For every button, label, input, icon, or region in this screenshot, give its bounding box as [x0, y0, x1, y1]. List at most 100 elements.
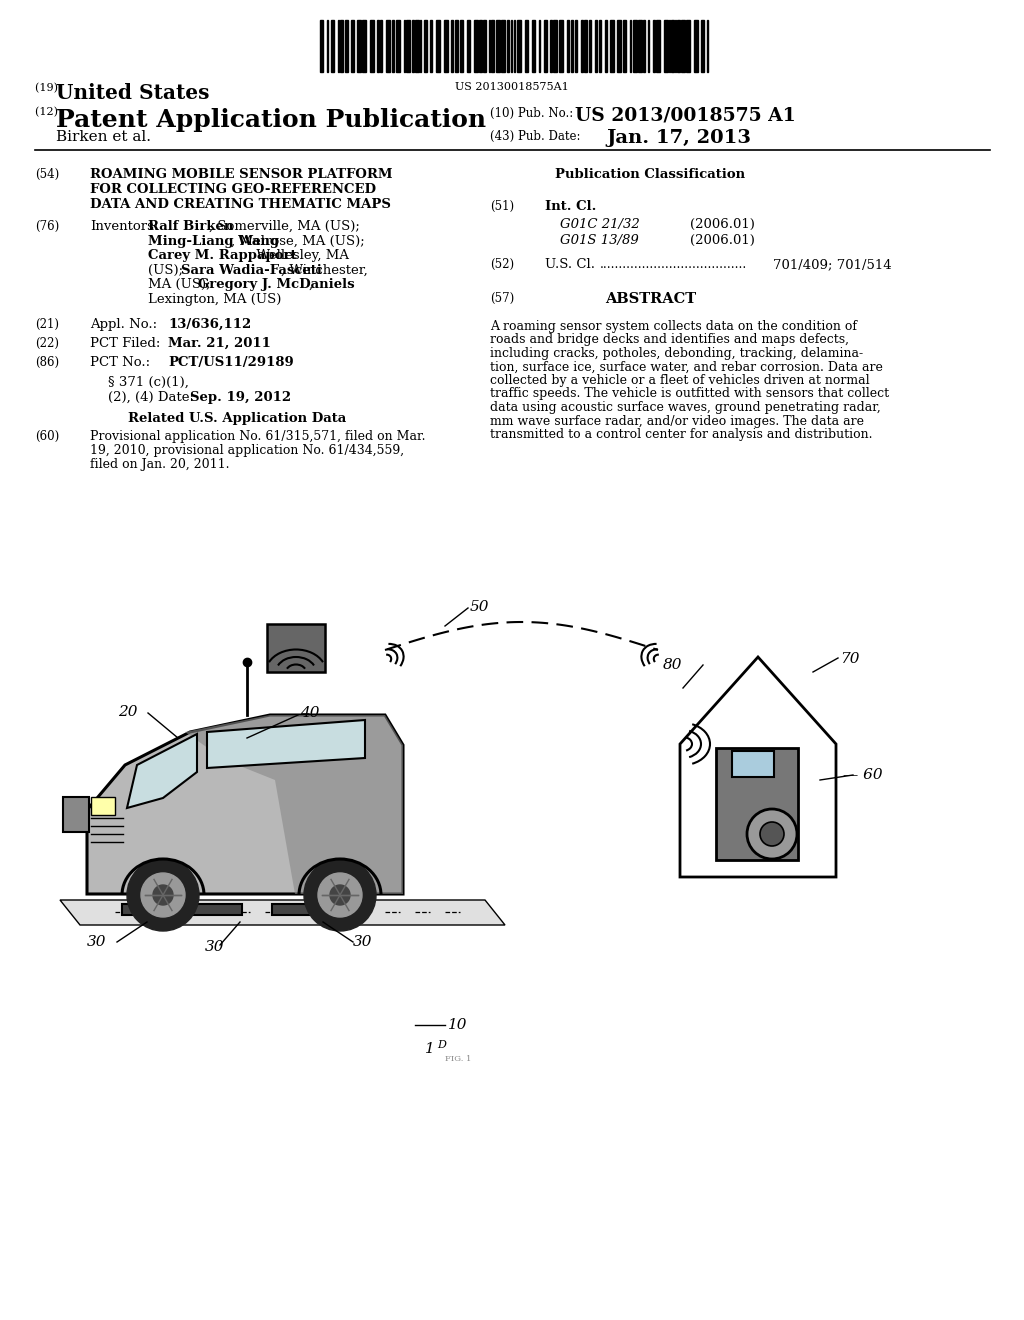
Text: 701/409; 701/514: 701/409; 701/514 — [773, 257, 892, 271]
Bar — [716, 748, 798, 861]
Circle shape — [318, 873, 362, 917]
Text: U.S. Cl.: U.S. Cl. — [545, 257, 595, 271]
Text: ......................................: ...................................... — [600, 257, 748, 271]
Bar — [671, 20, 674, 73]
Text: 30: 30 — [205, 940, 224, 954]
Bar — [122, 904, 172, 915]
Bar — [319, 20, 323, 73]
Text: ,: , — [309, 279, 313, 290]
Bar — [460, 20, 463, 73]
Text: US 20130018575A1: US 20130018575A1 — [455, 82, 569, 92]
Bar — [559, 20, 563, 73]
Bar — [496, 20, 500, 73]
Text: Mar. 21, 2011: Mar. 21, 2011 — [168, 337, 271, 350]
Circle shape — [330, 884, 350, 906]
Bar — [396, 20, 400, 73]
Bar — [575, 20, 577, 73]
Text: PCT Filed:: PCT Filed: — [90, 337, 161, 350]
Text: 80: 80 — [663, 657, 683, 672]
Text: Patent Application Publication: Patent Application Publication — [56, 108, 486, 132]
Bar — [501, 20, 505, 73]
Text: including cracks, potholes, debonding, tracking, delamina-: including cracks, potholes, debonding, t… — [490, 347, 863, 360]
Bar — [63, 797, 89, 832]
Bar — [617, 20, 621, 73]
Polygon shape — [207, 719, 365, 768]
Bar — [553, 20, 557, 73]
Bar — [340, 20, 343, 73]
Text: Ming-Liang Wang: Ming-Liang Wang — [148, 235, 279, 248]
Text: Jan. 17, 2013: Jan. 17, 2013 — [606, 129, 751, 147]
Text: roads and bridge decks and identifies and maps defects,: roads and bridge decks and identifies an… — [490, 334, 849, 346]
Text: Publication Classification: Publication Classification — [555, 168, 745, 181]
Bar — [567, 20, 569, 73]
Bar — [653, 20, 655, 73]
Bar — [351, 20, 354, 73]
Text: 30: 30 — [87, 935, 106, 949]
Bar — [424, 20, 427, 73]
Bar — [599, 20, 601, 73]
Text: (22): (22) — [35, 337, 59, 350]
Text: Sara Wadia-Fasceti: Sara Wadia-Fasceti — [181, 264, 323, 276]
Text: (19): (19) — [35, 83, 61, 94]
Text: , Wellesley, MA: , Wellesley, MA — [248, 249, 349, 261]
Text: 1: 1 — [425, 1041, 435, 1056]
Text: A roaming sensor system collects data on the condition of: A roaming sensor system collects data on… — [490, 319, 857, 333]
Text: MA (US);: MA (US); — [148, 279, 215, 290]
Bar — [91, 797, 115, 814]
Text: (60): (60) — [35, 430, 59, 444]
Bar — [362, 20, 366, 73]
Text: G01C 21/32: G01C 21/32 — [560, 218, 640, 231]
Text: data using acoustic surface waves, ground penetrating radar,: data using acoustic surface waves, groun… — [490, 401, 881, 414]
Text: Sep. 19, 2012: Sep. 19, 2012 — [190, 391, 291, 404]
Text: (2006.01): (2006.01) — [690, 218, 755, 231]
Text: — 60: — 60 — [843, 768, 883, 781]
Bar — [357, 20, 361, 73]
Text: (51): (51) — [490, 201, 514, 213]
Bar — [455, 20, 458, 73]
Bar — [701, 20, 705, 73]
Bar — [430, 20, 432, 73]
Bar — [544, 20, 547, 73]
Bar — [386, 20, 390, 73]
Text: 10: 10 — [449, 1018, 468, 1032]
Text: ROAMING MOBILE SENSOR PLATFORM: ROAMING MOBILE SENSOR PLATFORM — [90, 168, 392, 181]
Bar — [406, 20, 410, 73]
Bar — [656, 20, 660, 73]
Bar — [664, 20, 668, 73]
Bar — [633, 20, 637, 73]
Bar — [595, 20, 597, 73]
Bar — [436, 20, 440, 73]
Bar — [412, 20, 414, 73]
Text: (52): (52) — [490, 257, 514, 271]
Text: Lexington, MA (US): Lexington, MA (US) — [148, 293, 282, 305]
Text: Inventors:: Inventors: — [90, 220, 159, 234]
Circle shape — [760, 822, 784, 846]
Bar — [681, 20, 685, 73]
Text: 19, 2010, provisional application No. 61/434,559,: 19, 2010, provisional application No. 61… — [90, 444, 404, 457]
Bar — [550, 20, 552, 73]
Bar — [392, 20, 394, 73]
Text: G01S 13/89: G01S 13/89 — [560, 234, 639, 247]
Bar — [517, 20, 521, 73]
Text: collected by a vehicle or a fleet of vehicles driven at normal: collected by a vehicle or a fleet of veh… — [490, 374, 869, 387]
Text: traffic speeds. The vehicle is outfitted with sensors that collect: traffic speeds. The vehicle is outfitted… — [490, 388, 889, 400]
Text: Int. Cl.: Int. Cl. — [545, 201, 596, 213]
Text: mm wave surface radar, and/or video images. The data are: mm wave surface radar, and/or video imag… — [490, 414, 864, 428]
Text: (2006.01): (2006.01) — [690, 234, 755, 247]
Bar — [193, 904, 242, 915]
Bar — [638, 20, 642, 73]
Text: United States: United States — [56, 83, 210, 103]
Bar — [345, 20, 348, 73]
Text: tion, surface ice, surface water, and rebar corrosion. Data are: tion, surface ice, surface water, and re… — [490, 360, 883, 374]
Text: PCT/US11/29189: PCT/US11/29189 — [168, 356, 294, 370]
Bar — [331, 20, 334, 73]
Text: 13/636,112: 13/636,112 — [168, 318, 251, 331]
Text: US 2013/0018575 A1: US 2013/0018575 A1 — [575, 107, 796, 125]
Text: (12): (12) — [35, 107, 61, 117]
Text: Carey M. Rappaport: Carey M. Rappaport — [148, 249, 297, 261]
Bar — [507, 20, 509, 73]
Bar — [479, 20, 482, 73]
Text: D: D — [437, 1040, 445, 1049]
Text: (86): (86) — [35, 356, 59, 370]
Text: (54): (54) — [35, 168, 59, 181]
